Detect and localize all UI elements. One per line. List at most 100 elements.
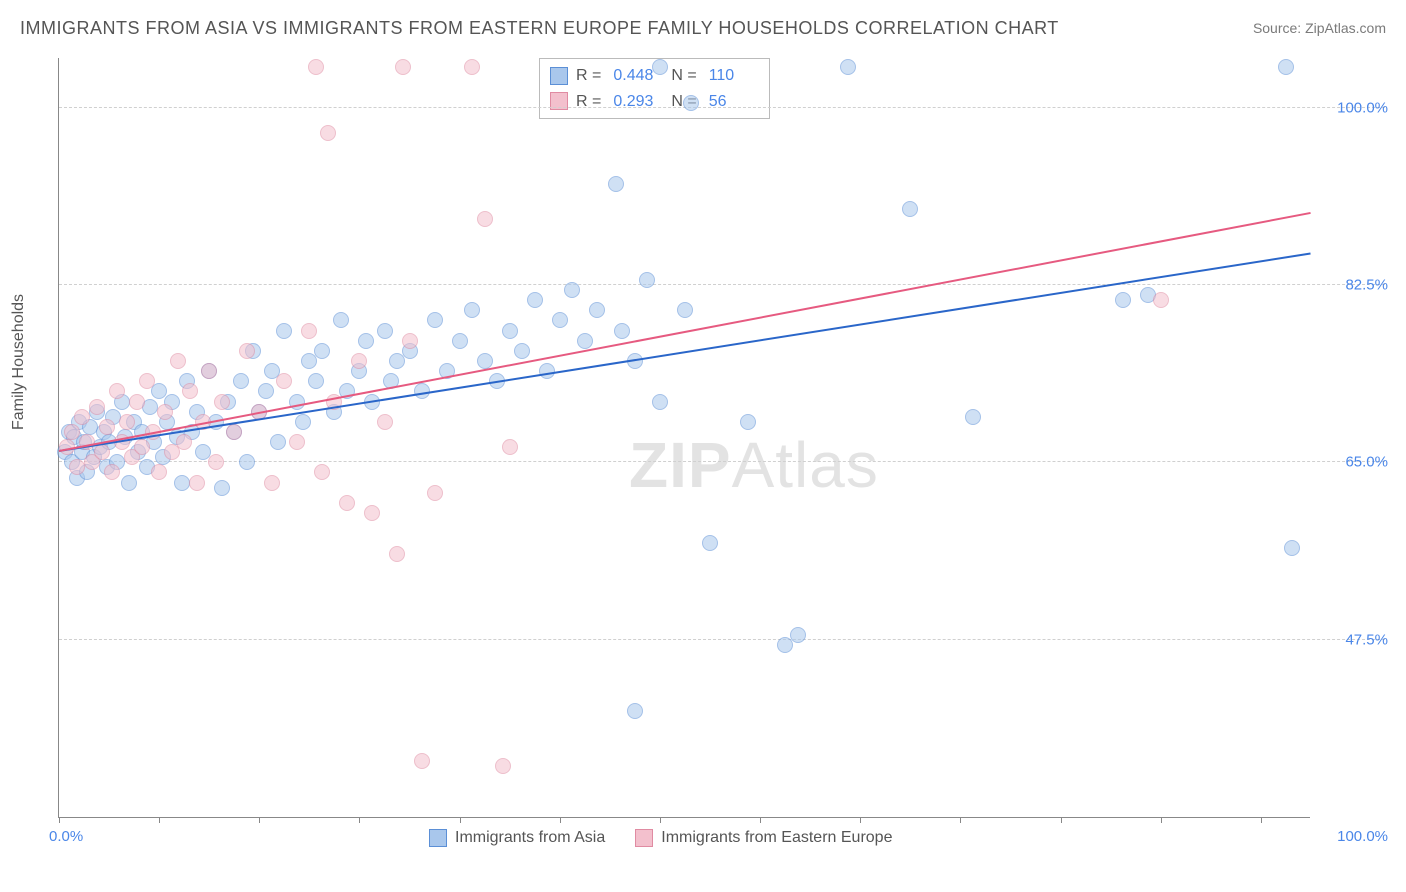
legend-r-label: R =	[576, 63, 601, 89]
y-axis-label: Family Households	[10, 294, 28, 430]
scatter-point	[64, 424, 80, 440]
y-tick-label: 100.0%	[1337, 99, 1388, 116]
plot-area: ZIPAtlas R = 0.448 N = 110 R = 0.293 N =…	[58, 58, 1310, 818]
scatter-point	[427, 485, 443, 501]
scatter-point	[142, 399, 158, 415]
legend-r-value-ee: 0.293	[613, 89, 663, 115]
scatter-point	[477, 211, 493, 227]
scatter-point	[89, 399, 105, 415]
scatter-point	[902, 201, 918, 217]
scatter-point	[339, 495, 355, 511]
series-legend-ee: Immigrants from Eastern Europe	[635, 829, 892, 847]
series-name-asia: Immigrants from Asia	[455, 829, 605, 847]
x-tick	[159, 817, 160, 823]
scatter-point	[502, 439, 518, 455]
legend-swatch-asia	[550, 67, 568, 85]
scatter-point	[1115, 292, 1131, 308]
scatter-point	[69, 459, 85, 475]
scatter-point	[314, 464, 330, 480]
x-tick	[1161, 817, 1162, 823]
source-attribution: Source: ZipAtlas.com	[1253, 20, 1386, 36]
scatter-point	[790, 627, 806, 643]
scatter-point	[577, 333, 593, 349]
scatter-point	[139, 373, 155, 389]
scatter-point	[1278, 59, 1294, 75]
x-tick	[560, 817, 561, 823]
scatter-point	[683, 95, 699, 111]
y-tick-label: 47.5%	[1345, 631, 1388, 648]
scatter-point	[1153, 292, 1169, 308]
scatter-point	[174, 475, 190, 491]
x-axis-max-label: 100.0%	[1337, 828, 1388, 845]
scatter-point	[427, 312, 443, 328]
scatter-point	[652, 59, 668, 75]
scatter-point	[134, 439, 150, 455]
scatter-point	[377, 323, 393, 339]
y-tick-label: 65.0%	[1345, 454, 1388, 471]
scatter-point	[333, 312, 349, 328]
scatter-point	[301, 323, 317, 339]
x-axis-min-label: 0.0%	[49, 828, 83, 845]
scatter-point	[276, 323, 292, 339]
legend-n-value-ee: 56	[709, 89, 759, 115]
scatter-point	[176, 434, 192, 450]
legend-swatch-icon	[429, 829, 447, 847]
scatter-point	[364, 505, 380, 521]
scatter-point	[564, 282, 580, 298]
scatter-point	[614, 323, 630, 339]
scatter-point	[239, 343, 255, 359]
watermark: ZIPAtlas	[629, 428, 879, 502]
x-tick	[660, 817, 661, 823]
x-tick	[760, 817, 761, 823]
scatter-point	[452, 333, 468, 349]
scatter-point	[639, 272, 655, 288]
scatter-point	[270, 434, 286, 450]
x-tick	[960, 817, 961, 823]
series-legend-asia: Immigrants from Asia	[429, 829, 605, 847]
scatter-point	[608, 176, 624, 192]
scatter-point	[121, 475, 137, 491]
gridline-horizontal	[59, 461, 1385, 462]
scatter-point	[840, 59, 856, 75]
scatter-point	[295, 414, 311, 430]
scatter-point	[129, 394, 145, 410]
scatter-point	[226, 424, 242, 440]
scatter-point	[308, 373, 324, 389]
scatter-point	[395, 59, 411, 75]
x-tick	[359, 817, 360, 823]
scatter-point	[119, 414, 135, 430]
gridline-horizontal	[59, 284, 1385, 285]
scatter-point	[276, 373, 292, 389]
scatter-point	[99, 419, 115, 435]
scatter-point	[402, 333, 418, 349]
x-tick	[460, 817, 461, 823]
x-tick	[1261, 817, 1262, 823]
scatter-point	[627, 703, 643, 719]
gridline-horizontal	[59, 639, 1385, 640]
scatter-point	[314, 343, 330, 359]
legend-n-label: N =	[671, 63, 696, 89]
scatter-point	[589, 302, 605, 318]
legend-n-value-asia: 110	[709, 63, 759, 89]
scatter-point	[264, 475, 280, 491]
x-tick	[1061, 817, 1062, 823]
series-name-ee: Immigrants from Eastern Europe	[661, 829, 892, 847]
x-tick	[59, 817, 60, 823]
scatter-point	[965, 409, 981, 425]
scatter-point	[201, 363, 217, 379]
scatter-point	[109, 383, 125, 399]
scatter-point	[377, 414, 393, 430]
scatter-point	[652, 394, 668, 410]
scatter-point	[464, 302, 480, 318]
scatter-point	[740, 414, 756, 430]
legend-r-label: R =	[576, 89, 601, 115]
scatter-point	[308, 59, 324, 75]
scatter-point	[189, 475, 205, 491]
scatter-point	[214, 394, 230, 410]
scatter-point	[74, 409, 90, 425]
scatter-point	[514, 343, 530, 359]
watermark-zip: ZIP	[629, 429, 732, 501]
scatter-point	[104, 464, 120, 480]
scatter-point	[351, 353, 367, 369]
scatter-point	[677, 302, 693, 318]
